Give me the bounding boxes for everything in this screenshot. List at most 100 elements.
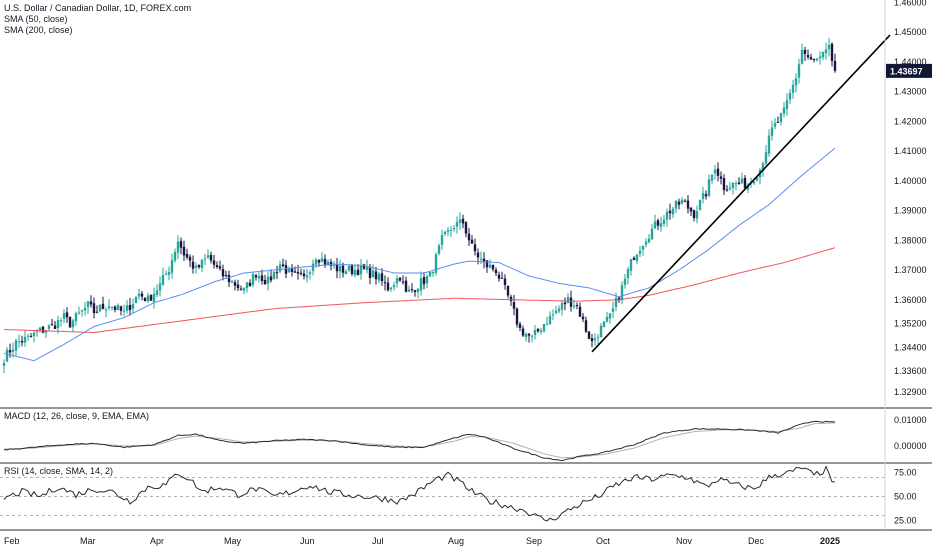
candle-body — [155, 290, 159, 296]
candle-body — [374, 271, 378, 280]
candle-body — [272, 271, 276, 279]
price-tick-label: 1.41000 — [894, 146, 927, 156]
candle-body — [209, 255, 213, 261]
candle-body — [353, 270, 357, 276]
candle-body — [347, 265, 351, 271]
candle-body — [578, 306, 582, 317]
candle-body — [227, 274, 231, 283]
candle-body — [137, 293, 141, 297]
price-tick-label: 1.40000 — [894, 176, 927, 186]
candle-body — [425, 276, 429, 284]
candle-body — [455, 222, 459, 227]
candle-body — [59, 320, 63, 322]
price-tick-label: 1.33600 — [894, 366, 927, 376]
candle-body — [68, 317, 72, 328]
candle-body — [818, 56, 822, 59]
rsi-tick-label: 75.00 — [894, 468, 917, 478]
candle-body — [203, 258, 207, 260]
candle-body — [668, 210, 672, 214]
candle-body — [635, 254, 639, 261]
candle-body — [728, 187, 732, 190]
candle-body — [182, 246, 186, 256]
candle-body — [830, 43, 834, 62]
candle-body — [572, 305, 576, 307]
price-pane[interactable] — [2, 34, 891, 374]
candle-body — [266, 276, 270, 284]
candle-body — [113, 306, 117, 310]
macd-pane[interactable] — [3, 420, 836, 462]
candle-body — [743, 177, 747, 189]
time-tick-label: Sep — [526, 536, 542, 546]
candle-body — [125, 305, 129, 311]
candle-body — [623, 278, 627, 285]
candle-body — [350, 265, 354, 274]
candle-body — [302, 273, 306, 277]
candle-body — [485, 260, 489, 268]
candle-body — [698, 199, 702, 210]
price-tick-label: 1.44000 — [894, 57, 927, 67]
candle-body — [194, 265, 198, 268]
candle-body — [179, 241, 183, 248]
candle-body — [428, 271, 432, 277]
rsi-line — [3, 465, 836, 522]
candle-body — [788, 92, 792, 100]
candle-body — [338, 266, 342, 272]
candle-body — [185, 254, 189, 258]
rsi-tick-label: 25.00 — [894, 515, 917, 525]
candle-body — [599, 325, 603, 338]
candle-body — [89, 301, 93, 305]
candle-body — [188, 256, 192, 261]
macd-line — [3, 420, 836, 462]
candle-body — [803, 49, 807, 54]
candle-body — [317, 259, 321, 263]
candle-body — [488, 264, 492, 268]
candle-body — [794, 78, 798, 86]
candle-body — [575, 305, 579, 307]
candle-body — [71, 320, 75, 328]
candle-body — [332, 265, 336, 267]
candle-body — [65, 312, 69, 318]
candle-body — [335, 264, 339, 272]
candle-body — [422, 277, 426, 285]
candle-body — [512, 302, 516, 309]
candle-body — [653, 221, 657, 229]
candle-body — [515, 308, 519, 325]
candle-body — [191, 261, 195, 269]
candle-body — [314, 259, 318, 265]
candle-body — [704, 194, 708, 197]
candle-body — [683, 200, 687, 202]
candle-body — [479, 258, 483, 260]
candle-body — [482, 258, 486, 262]
candle-body — [740, 178, 744, 184]
rsi-pane[interactable] — [0, 465, 885, 522]
candle-body — [530, 335, 534, 337]
candle-body — [14, 340, 18, 351]
candle-body — [716, 168, 720, 176]
candle-body — [320, 258, 324, 262]
candle-body — [497, 274, 501, 279]
candle-body — [356, 269, 360, 276]
candle-body — [56, 320, 60, 329]
price-tick-label: 1.45000 — [894, 27, 927, 37]
trendline — [591, 34, 891, 353]
candle-body — [329, 261, 333, 266]
price-tick-label: 1.38000 — [894, 235, 927, 245]
candle-body — [308, 272, 312, 274]
candle-body — [524, 333, 528, 337]
candle-body — [2, 362, 6, 366]
candle-body — [632, 257, 636, 260]
candle-body — [245, 282, 249, 289]
price-tick-label: 1.37000 — [894, 265, 927, 275]
candle-body — [248, 282, 252, 286]
candle-body — [47, 325, 51, 329]
candle-body — [8, 350, 12, 353]
time-tick-label: Aug — [448, 536, 464, 546]
candle-body — [26, 335, 30, 337]
candle-body — [134, 297, 138, 303]
candle-body — [140, 293, 144, 297]
candle-body — [77, 312, 81, 314]
candle-body — [167, 272, 171, 275]
candle-body — [467, 233, 471, 241]
candle-body — [608, 313, 612, 319]
